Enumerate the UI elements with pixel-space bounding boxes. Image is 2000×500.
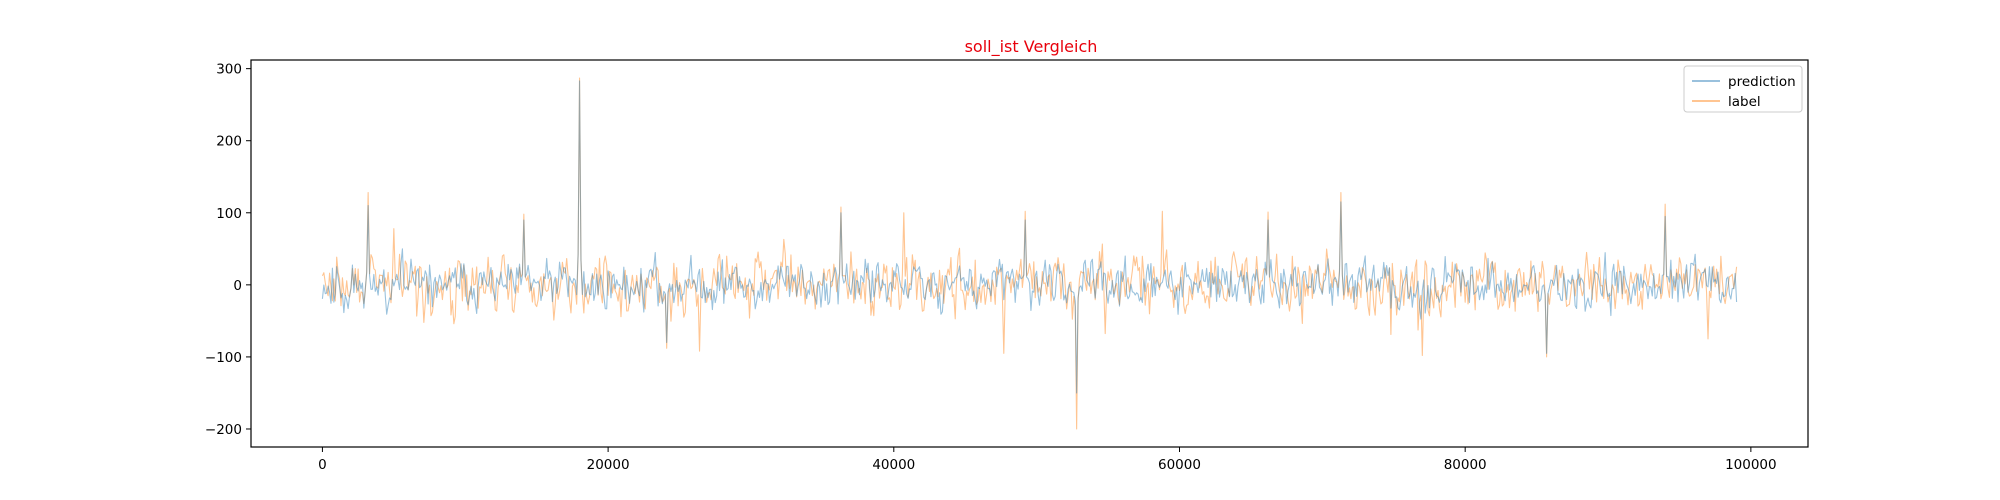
y-tick-label: 100 — [216, 206, 242, 222]
y-tick-label: 0 — [233, 278, 242, 294]
x-axis: 0 20000 40000 60000 80000 100000 — [318, 447, 1777, 473]
y-tick-label: 200 — [216, 134, 242, 150]
legend: prediction label — [1683, 65, 1803, 113]
series-layer — [321, 77, 1738, 430]
x-tick-label: 40000 — [872, 457, 915, 473]
y-tick-label: −200 — [205, 422, 242, 438]
x-tick-label: 20000 — [587, 457, 630, 473]
x-tick-label: 80000 — [1444, 457, 1487, 473]
x-tick-label: 0 — [318, 457, 327, 473]
plot-frame — [250, 59, 1809, 448]
y-axis: −200 −100 0 100 200 300 — [205, 62, 251, 438]
series-line-prediction — [321, 80, 1738, 394]
x-tick-label: 100000 — [1725, 457, 1777, 473]
chart-title: soll_ist Vergleich — [965, 37, 1098, 57]
y-tick-label: −100 — [205, 350, 242, 366]
legend-label-prediction: prediction — [1728, 74, 1796, 90]
y-tick-label: 300 — [216, 62, 242, 78]
legend-label-label: label — [1728, 94, 1761, 110]
x-tick-label: 60000 — [1158, 457, 1201, 473]
series-line-label — [321, 77, 1738, 430]
